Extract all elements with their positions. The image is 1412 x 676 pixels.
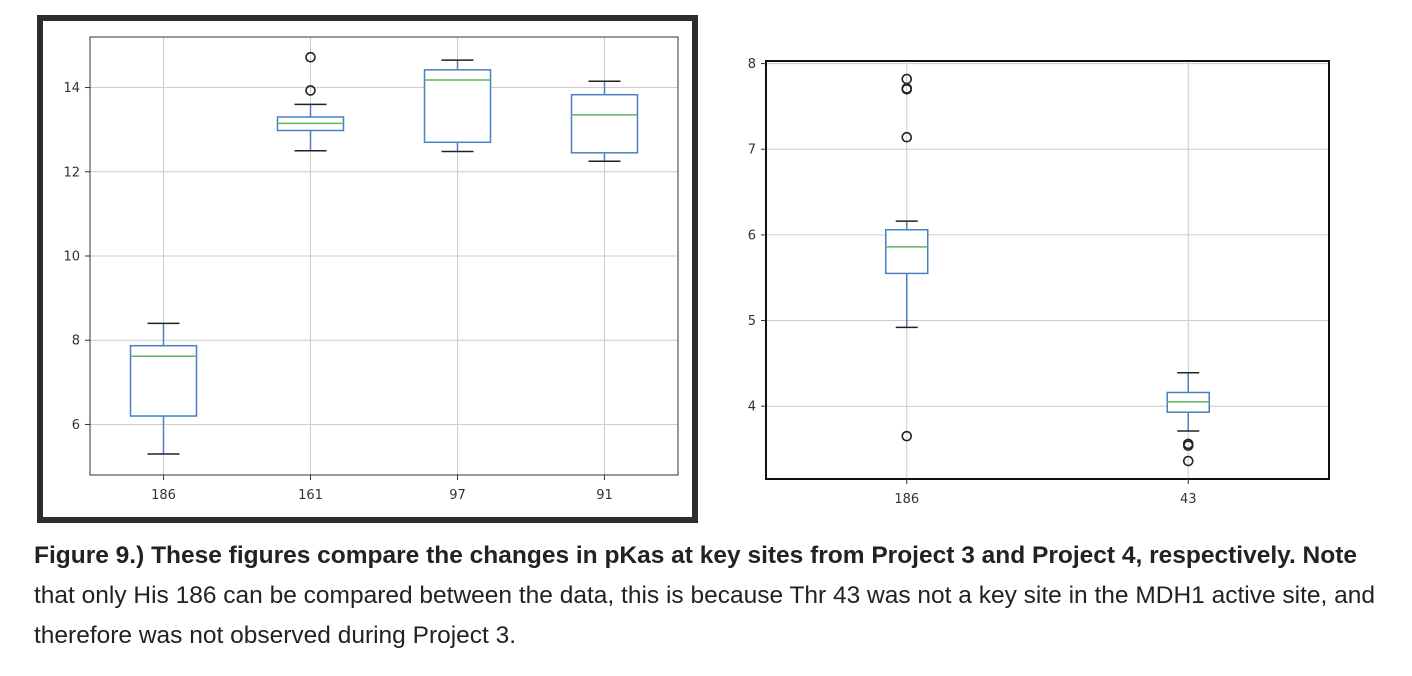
- outlier-point: [305, 85, 316, 96]
- box-iqr: [570, 93, 639, 154]
- box-iqr: [129, 344, 198, 417]
- x-tick-label: 97: [449, 488, 466, 503]
- x-tick-label: 186: [894, 492, 919, 507]
- box-iqr: [885, 228, 929, 275]
- y-tick-label: 12: [63, 165, 80, 180]
- left-chart-frame: [37, 15, 698, 523]
- outlier-point: [305, 51, 316, 63]
- y-tick-label: 6: [748, 228, 756, 243]
- outlier-point: [1182, 438, 1194, 450]
- right-boxplot-chart: 4 5 6 7 8 186 43: [748, 57, 1330, 507]
- x-tick-label: 161: [298, 488, 323, 503]
- right-plot-area: [765, 60, 1330, 480]
- right-tick-labels: 4 5 6 7 8 186 43: [748, 57, 1197, 507]
- left-boxes: [129, 51, 639, 455]
- y-tick-label: 5: [748, 314, 756, 329]
- caption-bold-text: Figure 9.) These figures compare the cha…: [34, 542, 1357, 569]
- outlier-point: [1182, 455, 1194, 467]
- figure-caption: Figure 9.) These figures compare the cha…: [34, 536, 1404, 656]
- y-tick-label: 4: [748, 400, 756, 415]
- outlier-point: [901, 73, 913, 85]
- x-tick-label: 186: [151, 488, 176, 503]
- y-tick-label: 14: [63, 81, 80, 96]
- caption-body-text: that only His 186 can be compared betwee…: [34, 582, 1375, 649]
- outlier-point: [901, 430, 913, 442]
- y-tick-label: 7: [748, 143, 756, 158]
- outlier-point: [901, 131, 913, 143]
- y-tick-label: 6: [72, 418, 80, 433]
- x-tick-label: 43: [1180, 492, 1197, 507]
- right-boxes: [885, 73, 1210, 467]
- left-boxplot-chart: 6 8 10 12 14 186 161 97 91: [37, 15, 698, 523]
- box-iqr: [423, 69, 492, 144]
- left-tick-labels: 6 8 10 12 14 186 161 97 91: [63, 81, 612, 503]
- x-tick-label: 91: [596, 488, 613, 503]
- y-tick-label: 8: [748, 57, 756, 72]
- y-tick-label: 10: [63, 250, 80, 265]
- right-grid: [766, 61, 1329, 479]
- y-tick-label: 8: [72, 334, 80, 349]
